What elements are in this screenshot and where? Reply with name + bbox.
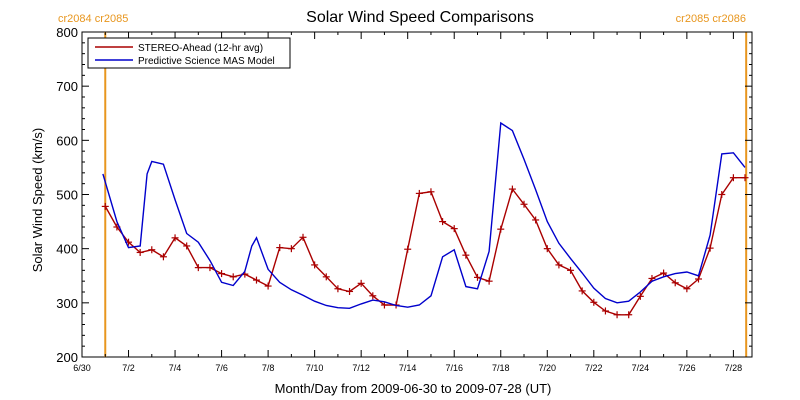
data-point-stereo [276, 244, 284, 252]
carrington-label: cr2085 cr2086 [676, 13, 746, 25]
data-point-stereo [171, 234, 179, 242]
data-point-stereo [671, 279, 679, 287]
y-tick-label: 300 [56, 296, 78, 311]
x-tick-label: 7/26 [678, 363, 696, 373]
data-point-stereo [532, 216, 540, 224]
data-point-stereo [218, 270, 226, 278]
series-line-stereo [104, 176, 745, 316]
data-point-stereo [369, 292, 377, 300]
legend: STEREO-Ahead (12-hr avg) Predictive Scie… [87, 37, 291, 69]
data-point-stereo [101, 202, 109, 210]
data-point-stereo [404, 245, 412, 253]
x-tick-label: 7/28 [725, 363, 743, 373]
data-point-stereo [590, 298, 598, 306]
plot-frame [81, 31, 753, 358]
data-point-stereo [660, 269, 668, 277]
chart-title: Solar Wind Speed Comparisons [306, 9, 534, 26]
data-point-stereo [508, 185, 516, 193]
data-point-stereo [625, 311, 633, 319]
data-point-stereo [741, 174, 749, 182]
y-tick-label: 800 [56, 25, 78, 40]
x-tick-label: 7/24 [632, 363, 650, 373]
data-point-stereo [299, 233, 307, 241]
data-point-stereo [729, 174, 737, 182]
x-tick-label: 7/22 [585, 363, 603, 373]
data-point-stereo [439, 218, 447, 226]
data-point-stereo [578, 287, 586, 295]
data-point-stereo [159, 253, 167, 261]
data-point-stereo [485, 277, 493, 285]
data-point-stereo [567, 266, 575, 274]
data-point-stereo [252, 276, 260, 284]
y-tick-label: 200 [56, 350, 78, 365]
data-point-stereo [136, 248, 144, 256]
data-point-stereo [148, 246, 156, 254]
data-point-stereo [555, 261, 563, 269]
x-axis-label: Month/Day from 2009-06-30 to 2009-07-28 … [275, 381, 552, 396]
x-tick-label: 6/30 [73, 363, 91, 373]
data-point-stereo [194, 264, 202, 272]
legend-label-mas: Predictive Science MAS Model [138, 56, 275, 67]
data-point-stereo [706, 244, 714, 252]
data-point-stereo [427, 188, 435, 196]
series-line-mas [102, 121, 746, 310]
data-point-stereo [322, 273, 330, 281]
x-tick-label: 7/18 [492, 363, 510, 373]
data-point-stereo [229, 273, 237, 281]
data-point-stereo [718, 191, 726, 198]
data-point-stereo [613, 311, 621, 319]
x-tick-label: 7/20 [539, 363, 557, 373]
data-point-stereo [543, 245, 551, 253]
data-point-stereo [473, 273, 481, 281]
y-axis-label: Solar Wind Speed (km/s) [30, 128, 45, 273]
data-point-stereo [450, 225, 458, 233]
x-tick-label: 7/6 [215, 363, 228, 373]
y-tick-label: 500 [56, 188, 78, 203]
data-point-stereo [636, 292, 644, 300]
x-tick-label: 7/12 [352, 363, 370, 373]
data-point-stereo [683, 285, 691, 293]
data-point-stereo [462, 251, 470, 259]
data-point-stereo [287, 245, 295, 253]
data-point-stereo [346, 287, 354, 295]
data-point-stereo [311, 261, 319, 269]
data-point-stereo [694, 275, 702, 283]
legend-label-stereo: STEREO-Ahead (12-hr avg) [138, 43, 263, 54]
data-point-stereo [334, 285, 342, 293]
data-point-stereo [497, 225, 505, 233]
x-tick-label: 7/2 [122, 363, 135, 373]
x-tick-label: 7/4 [169, 363, 182, 373]
data-point-stereo [380, 301, 388, 309]
data-point-stereo [520, 200, 528, 208]
data-point-stereo [264, 282, 272, 290]
x-tick-label: 7/10 [306, 363, 324, 373]
legend-box [87, 37, 291, 69]
data-point-stereo [601, 307, 609, 315]
x-tick-label: 7/14 [399, 363, 417, 373]
y-tick-label: 400 [56, 242, 78, 257]
y-tick-label: 600 [56, 133, 78, 148]
data-point-stereo [206, 264, 214, 272]
x-tick-label: 7/16 [445, 363, 463, 373]
x-tick-label: 7/8 [262, 363, 275, 373]
carrington-label: cr2084 cr2085 [58, 13, 128, 25]
y-tick-label: 700 [56, 79, 78, 94]
data-point-stereo [415, 189, 423, 197]
data-point-stereo [357, 279, 365, 287]
data-point-stereo [183, 242, 191, 250]
